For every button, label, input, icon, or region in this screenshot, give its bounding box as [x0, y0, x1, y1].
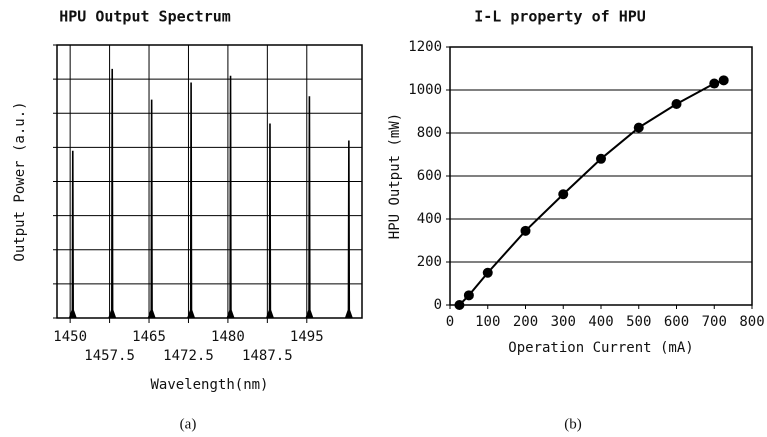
spectral-peak [265, 123, 274, 318]
data-point [718, 75, 729, 86]
caption: (a) [180, 416, 197, 432]
x-tick-label: 0 [446, 314, 454, 330]
x-tick-label: 100 [475, 314, 500, 330]
y-tick-label: 0 [434, 297, 442, 313]
spectral-peak [344, 140, 353, 318]
x-tick-label: 700 [702, 314, 727, 330]
y-tick-label: 400 [417, 211, 442, 227]
curve [458, 79, 725, 306]
data-point [671, 98, 682, 109]
x-tick-label: 1487.5 [242, 348, 293, 364]
x-axis-label: Wavelength(nm) [150, 377, 268, 393]
y-tick-label: 800 [417, 125, 442, 141]
spectral-peak [226, 75, 235, 319]
x-tick-label: 1457.5 [84, 348, 135, 364]
data-point [596, 153, 606, 164]
x-tick-label: 1465 [132, 329, 166, 345]
spectral-peak [305, 96, 314, 318]
y-axis-label: Output Power (a.u.) [12, 101, 28, 261]
data-point [454, 300, 465, 310]
x-tick-label: 500 [626, 314, 651, 330]
chart-title: HPU Output Spectrum [59, 8, 231, 26]
data-point [482, 267, 493, 278]
x-tick-label: 800 [739, 314, 764, 330]
x-tick-label: 300 [551, 314, 576, 330]
y-tick-label: 1000 [408, 82, 442, 98]
data-point [463, 290, 474, 301]
y-tick-label: 600 [417, 168, 442, 184]
plot-frame [56, 44, 363, 319]
plot-frame [449, 46, 753, 306]
x-tick-label: 200 [513, 314, 538, 330]
data-point [520, 225, 531, 236]
x-tick-label: 1480 [211, 329, 245, 345]
y-tick-label: 1200 [408, 39, 442, 55]
spectral-peak [108, 68, 117, 318]
x-tick-label: 1450 [53, 329, 87, 345]
spectral-peak [187, 82, 196, 318]
x-tick-label: 400 [588, 314, 613, 330]
x-tick-label: 1472.5 [163, 348, 214, 364]
data-point [633, 122, 644, 133]
spectral-peak [68, 150, 77, 318]
x-tick-label: 1495 [290, 329, 324, 345]
data-point [558, 189, 569, 200]
y-tick-label: 200 [417, 254, 442, 270]
chart-title: I-L property of HPU [474, 8, 646, 26]
y-axis-label: HPU Output (mW) [387, 113, 403, 239]
caption: (b) [564, 416, 582, 432]
x-tick-label: 600 [664, 314, 689, 330]
data-point [709, 78, 720, 89]
x-axis-label: Operation Current (mA) [508, 340, 693, 356]
spectral-peak [147, 99, 156, 318]
